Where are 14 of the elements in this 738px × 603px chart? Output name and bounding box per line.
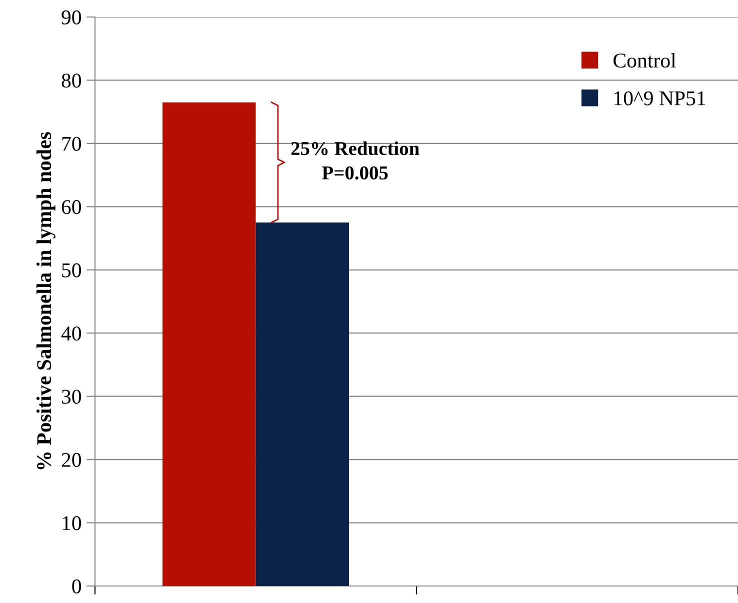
y-tick-label: 70 bbox=[62, 136, 82, 151]
y-tick-label: 40 bbox=[61, 326, 82, 341]
y-tick-label: 0 bbox=[72, 579, 82, 594]
y-tick-label: 20 bbox=[62, 452, 82, 467]
y-tick-label: 60 bbox=[62, 200, 82, 214]
y-tick-label: 30 bbox=[62, 390, 82, 404]
y-tick-label: 90 bbox=[62, 10, 82, 24]
y-tick-label: 80 bbox=[62, 74, 82, 88]
legend-label: 10^9 NP51 bbox=[614, 91, 706, 106]
y-tick-label: 10 bbox=[62, 516, 82, 530]
annotation: 25% Reduction P=0.005 bbox=[291, 141, 420, 180]
legend-label: Control bbox=[614, 52, 676, 68]
y-axis-title: % Positive Salmonella in lymph nodes bbox=[36, 132, 56, 470]
y-tick-label: 50 bbox=[62, 263, 82, 278]
